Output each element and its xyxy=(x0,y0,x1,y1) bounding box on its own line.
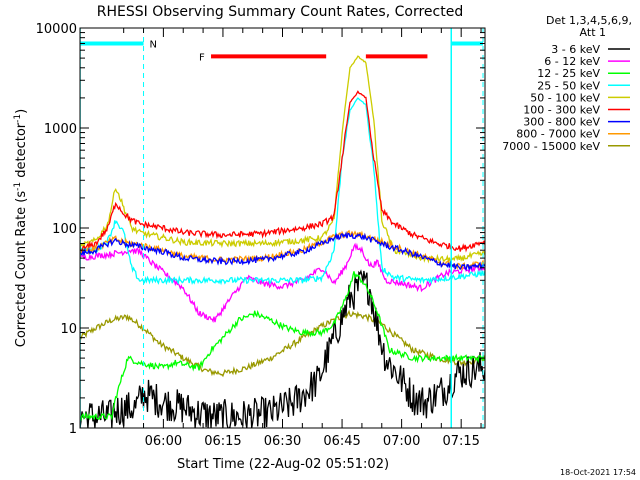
y-tick-label: 10 xyxy=(60,322,77,337)
series-line-0 xyxy=(80,269,485,428)
x-tick-label: 07:00 xyxy=(383,434,420,449)
y-tick-label: 1000 xyxy=(44,122,77,137)
legend-label-2: 12 - 25 keV xyxy=(537,67,600,80)
legend-header-line1: Det 1,3,4,5,6,9, xyxy=(546,14,632,27)
series-line-5 xyxy=(80,90,485,255)
axis-layer: 1 10 100 1000 10000 06:00 06:15 06:30 06:45 07:00… xyxy=(36,22,486,449)
y-axis-label-sup1: -1 xyxy=(13,182,23,191)
y-axis-label-end: ) xyxy=(14,109,29,114)
y-axis-label-sup2: -1 xyxy=(13,114,23,123)
legend-label-8: 7000 - 15000 keV xyxy=(502,140,600,153)
legend-label-1: 6 - 12 keV xyxy=(544,55,600,68)
y-axis-label-main: Corrected Count Rate (s xyxy=(14,191,29,348)
y-axis-label: Corrected Count Rate (s-1 detector-1) xyxy=(13,109,29,347)
series-layer xyxy=(80,55,485,428)
x-tick-label: 06:45 xyxy=(323,434,360,449)
series-line-3 xyxy=(80,97,485,286)
series-line-6 xyxy=(80,231,485,272)
x-tick-label: 06:00 xyxy=(145,434,182,449)
y-tick-label: 10000 xyxy=(36,22,77,37)
flare-tag: F xyxy=(199,52,205,63)
series-line-1 xyxy=(80,242,485,323)
legend-label-4: 50 - 100 keV xyxy=(530,91,600,104)
legend-label-3: 25 - 50 keV xyxy=(537,79,600,92)
legend-label-0: 3 - 6 keV xyxy=(551,43,600,56)
x-axis-label: Start Time (22-Aug-02 05:51:02) xyxy=(177,457,389,472)
x-tick-label: 06:15 xyxy=(204,434,241,449)
chart-title: RHESSI Observing Summary Count Rates, Co… xyxy=(97,4,463,20)
x-tick-label: 06:30 xyxy=(264,434,301,449)
legend-label-6: 300 - 800 keV xyxy=(523,116,600,129)
x-tick-label: 07:15 xyxy=(442,434,479,449)
series-line-8 xyxy=(80,309,485,378)
legend-header-line2: Att 1 xyxy=(580,26,606,39)
series-line-2 xyxy=(80,271,485,422)
series-line-7 xyxy=(80,229,485,271)
legend-label-7: 800 - 7000 keV xyxy=(516,128,600,141)
y-axis-label-mid: detector xyxy=(14,122,29,182)
legend-label-5: 100 - 300 keV xyxy=(523,104,600,117)
y-tick-label: 1 xyxy=(69,422,77,437)
night-tag: N xyxy=(150,39,157,50)
annotation-layer: NF xyxy=(80,28,484,428)
footer-timestamp: 18-Oct-2021 17:54 xyxy=(560,468,636,477)
y-tick-label: 100 xyxy=(52,222,77,237)
plot-frame xyxy=(79,27,486,429)
